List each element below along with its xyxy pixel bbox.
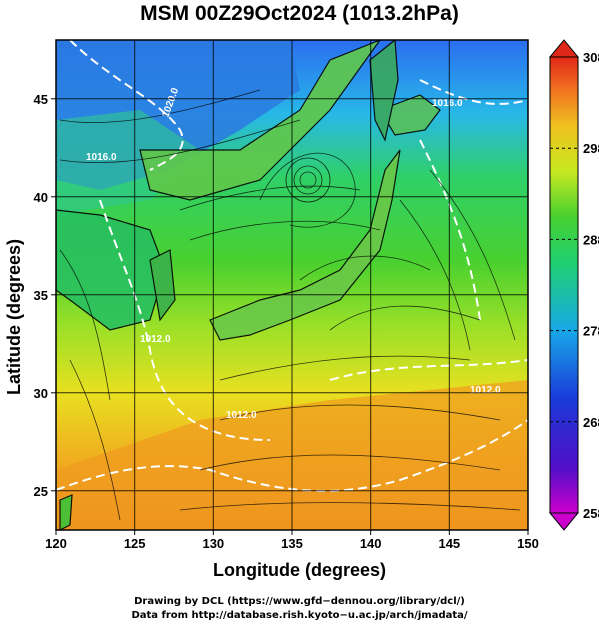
isobar-contours [56, 40, 528, 492]
colorbar-tick-label: 258 [583, 506, 599, 521]
x-tick-label: 135 [281, 536, 303, 551]
colorbar-tick-label: 308 [583, 50, 599, 65]
contour-label: 1016.0 [432, 98, 463, 109]
x-axis-label: Longitude (degrees) [212, 560, 386, 580]
credit-drawing: Drawing by DCL (https://www.gfd−dennou.o… [134, 596, 465, 607]
contour-label: 1016.0 [86, 152, 117, 163]
y-tick-label: 30 [34, 386, 48, 401]
y-axis-ticks: 25 30 35 40 45 [34, 92, 56, 499]
x-tick-label: 140 [360, 536, 382, 551]
x-tick-label: 145 [438, 536, 460, 551]
graticule [56, 40, 528, 530]
x-axis-ticks: 120 125 130 135 140 145 150 [45, 530, 539, 551]
x-tick-label: 120 [45, 536, 67, 551]
contour-label: 1012.0 [470, 385, 501, 396]
figure-title: MSM 00Z29Oct2024 (1013.2hPa) [140, 2, 459, 25]
y-tick-label: 40 [34, 190, 48, 205]
y-axis-label: Latitude (degrees) [4, 238, 24, 395]
colorbar-tick-label: 298 [583, 141, 599, 156]
colorbar-tick-label: 288 [583, 232, 599, 247]
colorbar-tick-label: 278 [583, 324, 599, 339]
colorbar-tick-label: 268 [583, 415, 599, 430]
y-tick-label: 45 [34, 92, 48, 107]
credit-data: Data from http://database.rish.kyoto−u.a… [131, 610, 468, 621]
x-tick-label: 130 [202, 536, 224, 551]
x-tick-label: 150 [517, 536, 539, 551]
temperature-field: 1020.0 1016.0 1012.0 1016.0 1012.0 1012.… [56, 40, 528, 530]
contour-label: 1012.0 [226, 410, 257, 421]
colorbar-max-arrow [548, 39, 580, 58]
colorbar-min-arrow [548, 512, 580, 531]
colorbar: 308 298 288 278 268 258 [548, 39, 599, 531]
contour-label: 1012.0 [140, 334, 171, 345]
x-tick-label: 125 [124, 536, 146, 551]
y-tick-label: 35 [34, 288, 48, 303]
colorbar-bar [549, 56, 579, 514]
coastline-land [56, 40, 441, 530]
y-tick-label: 25 [34, 484, 48, 499]
wind-streamlines [59, 89, 521, 521]
